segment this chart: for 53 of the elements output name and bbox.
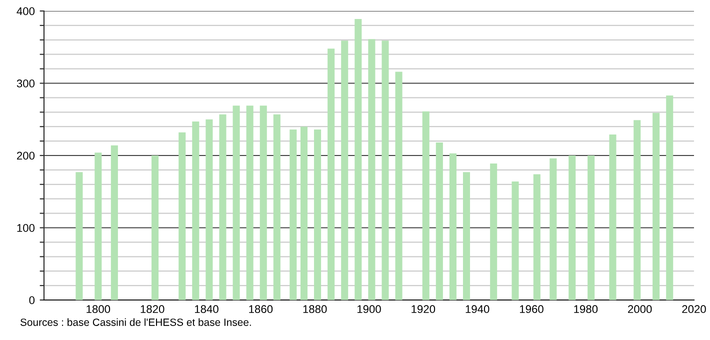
x-tick-label: 1940 <box>466 305 490 314</box>
bar <box>260 106 267 300</box>
bar <box>232 106 240 300</box>
x-tick-label: 1880 <box>303 305 327 314</box>
bar <box>76 172 83 300</box>
x-tick-label: 1920 <box>412 305 436 314</box>
bar <box>206 119 213 300</box>
y-tick-label: 100 <box>17 224 35 232</box>
bar <box>449 153 456 300</box>
x-tick-label: 1860 <box>249 305 273 314</box>
y-tick-label: 200 <box>16 152 35 160</box>
source-note: Sources : base Cassini de l'EHESS et base Insee. <box>20 318 251 326</box>
bar <box>152 156 159 300</box>
bar <box>609 134 616 300</box>
bar <box>354 18 362 300</box>
bar <box>490 163 498 300</box>
bar <box>634 120 641 300</box>
bar <box>290 129 297 300</box>
bar <box>436 142 443 300</box>
bar <box>178 132 186 300</box>
bar <box>94 152 102 300</box>
x-tick-label: 1960 <box>520 305 544 314</box>
x-tick-label: 1900 <box>357 305 381 314</box>
bar <box>462 172 470 300</box>
bar <box>588 156 595 300</box>
bar <box>368 39 376 300</box>
bar <box>341 40 348 300</box>
x-tick-label: 1980 <box>574 305 598 314</box>
y-tick-label: 300 <box>16 80 35 88</box>
bar <box>246 106 254 300</box>
x-tick-label: 2000 <box>628 305 652 314</box>
bar <box>666 96 674 300</box>
bar <box>512 182 519 300</box>
bar <box>550 158 557 300</box>
bar <box>219 114 226 300</box>
bar <box>652 112 660 300</box>
bar <box>328 48 335 300</box>
x-tick-label: 1840 <box>194 305 218 314</box>
x-tick-label: 1820 <box>140 305 164 314</box>
x-tick-label: 1800 <box>86 305 110 314</box>
bar <box>192 122 200 300</box>
bar <box>273 114 280 300</box>
bar <box>533 174 540 300</box>
y-tick-label: 0 <box>29 296 35 304</box>
x-tick-label: 2020 <box>682 305 706 314</box>
bar <box>382 40 389 300</box>
bar <box>568 156 576 300</box>
bar <box>395 72 402 300</box>
bar <box>422 111 430 300</box>
y-tick-label: 400 <box>16 7 35 16</box>
bar <box>300 126 308 300</box>
bar <box>314 129 322 300</box>
bar <box>110 145 118 300</box>
